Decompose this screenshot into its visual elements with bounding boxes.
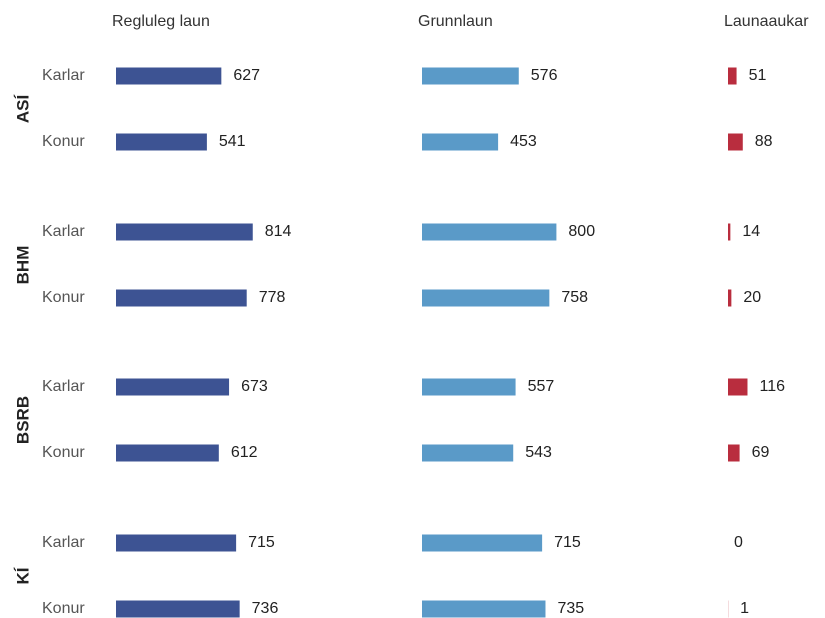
bar-regluleg [116,600,240,618]
value-label-aukar: 51 [749,67,767,84]
value-label-grunn: 715 [554,534,581,551]
bar-grunn [422,67,519,85]
bar-aukar [728,223,731,241]
value-label-regluleg: 778 [259,289,286,306]
panel-title-grunn: Grunnlaun [418,13,493,30]
value-label-regluleg: 736 [252,600,279,617]
bar-grunn [422,444,514,462]
row-label: Konur [42,600,85,617]
bar-aukar [728,133,743,151]
value-label-regluleg: 673 [241,378,268,395]
value-label-regluleg: 541 [219,133,246,150]
bar-grunn [422,600,546,618]
bar-aukar [728,444,740,462]
row-label: Karlar [42,67,85,84]
bar-grunn [422,534,543,552]
value-label-aukar: 69 [752,444,770,461]
value-label-grunn: 758 [561,289,588,306]
bar-regluleg [116,378,230,396]
bar-aukar [728,67,737,85]
value-label-aukar: 116 [759,378,785,395]
value-label-grunn: 735 [557,600,584,617]
value-label-grunn: 557 [528,378,555,395]
value-label-regluleg: 627 [233,67,260,84]
value-label-regluleg: 715 [248,534,275,551]
row-label: Karlar [42,378,85,395]
value-label-aukar: 88 [755,133,773,150]
bar-regluleg [116,289,247,307]
bar-regluleg [116,534,237,552]
bar-aukar [728,378,748,396]
row-label: Karlar [42,534,85,551]
value-label-grunn: 543 [525,444,552,461]
bar-grunn [422,378,516,396]
value-label-grunn: 800 [568,223,595,240]
group-label: BSRB [13,396,32,444]
group-3: KÍ Karlar 715 715 0 Konur 736 735 1 [13,534,749,618]
value-label-grunn: 576 [531,67,558,84]
panel-title-aukar: Launaaukar [724,13,809,30]
value-label-aukar: 0 [734,534,743,551]
bar-aukar [728,289,732,307]
bar-regluleg [116,444,219,462]
group-2: BSRB Karlar 673 557 116 Konur 612 543 69 [13,378,785,462]
row-label: Konur [42,444,85,461]
value-label-regluleg: 814 [265,223,292,240]
value-label-grunn: 453 [510,133,537,150]
value-label-aukar: 14 [742,223,760,240]
value-label-regluleg: 612 [231,444,258,461]
bar-regluleg [116,223,253,241]
bar-grunn [422,289,550,307]
bar-grunn [422,223,557,241]
panel-title-regluleg: Regluleg laun [112,13,210,30]
group-1: BHM Karlar 814 800 14 Konur 778 758 20 [13,223,761,307]
row-label: Karlar [42,223,85,240]
bar-regluleg [116,133,207,151]
group-label: KÍ [13,566,32,584]
group-0: ASÍ Karlar 627 576 51 Konur 541 453 88 [13,67,773,151]
bar-grunn [422,133,499,151]
bar-regluleg [116,67,222,85]
value-label-aukar: 1 [740,600,749,617]
group-label: BHM [13,246,32,285]
group-label: ASÍ [13,94,32,124]
row-label: Konur [42,133,85,150]
row-label: Konur [42,289,85,306]
value-label-aukar: 20 [743,289,761,306]
